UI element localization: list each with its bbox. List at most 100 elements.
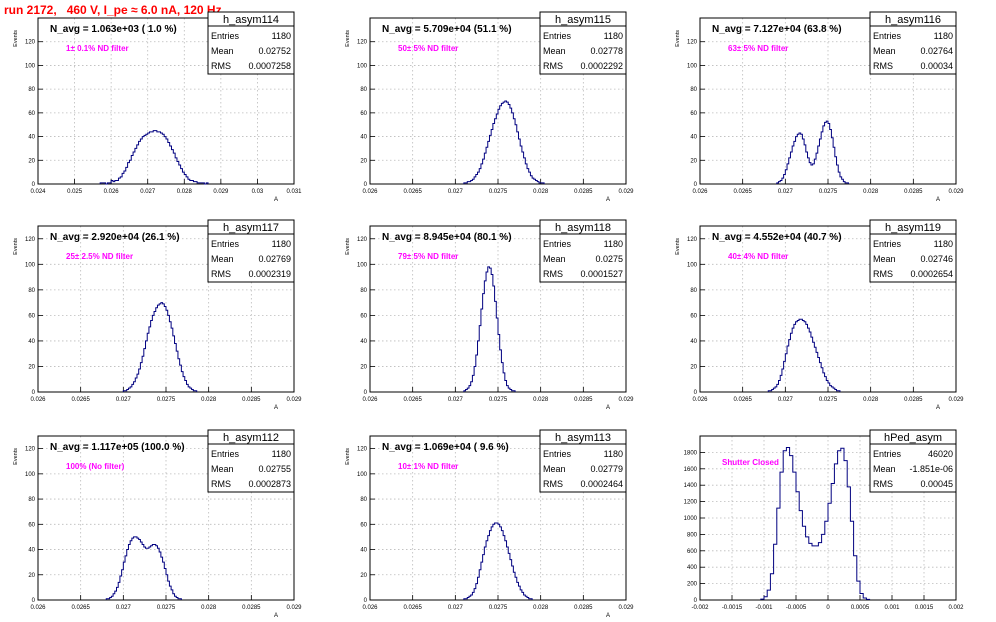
y-tick-label: 0 [694, 182, 698, 188]
x-tick-label: 0.002 [948, 605, 964, 611]
y-tick-label: 0 [694, 390, 698, 396]
y-tick-label: 40 [28, 548, 35, 554]
y-tick-label: 20 [360, 158, 367, 164]
histogram-panel: 0.026 0.0265 0.027 0.0275 0.028 0.0285 0.029 0 2… [345, 219, 634, 411]
stats-label: Entries [873, 239, 902, 249]
y-tick-label: 60 [28, 522, 35, 528]
x-axis-label: A [274, 405, 278, 411]
stats-box: h_asym117 Entries 1180 Mean 0.02769 RMS 0.0002… [207, 219, 295, 283]
histogram-bins [776, 120, 849, 184]
filter-label: 100% (No filter) [66, 462, 125, 471]
stats-box-frame [869, 429, 957, 493]
stats-value: 1180 [604, 449, 623, 459]
stats-box-frame [207, 429, 295, 493]
y-tick-label: 40 [360, 135, 367, 141]
stats-box: h_asym118 Entries 1180 Mean 0.0275 RMS 0.00015… [539, 219, 627, 283]
stats-label: RMS [211, 269, 231, 279]
x-tick-label: 0.028 [863, 397, 879, 403]
y-tick-label: 60 [360, 111, 367, 117]
filter-label: 79± 5% ND filter [398, 252, 458, 261]
stats-value: 0.0275 [595, 254, 623, 264]
x-axis-label: A [606, 197, 610, 203]
x-tick-label: 0.026 [30, 397, 46, 403]
y-tick-label: 120 [687, 237, 698, 243]
stats-label: Entries [543, 449, 572, 459]
x-tick-label: 0.0285 [904, 189, 923, 195]
x-tick-label: 0.024 [30, 189, 46, 195]
x-tick-label: -0.001 [755, 605, 773, 611]
stats-label: RMS [873, 269, 893, 279]
stats-value: 1180 [272, 31, 291, 41]
stats-value: 1180 [272, 239, 291, 249]
x-tick-label: 0.028 [533, 189, 549, 195]
histogram-panel: 0.026 0.0265 0.027 0.0275 0.028 0.0285 0.029 0 2… [675, 11, 964, 203]
y-axis-label: Events [13, 30, 19, 47]
y-tick-label: 20 [360, 364, 367, 370]
stats-value: 0.02769 [258, 254, 291, 264]
y-tick-label: 40 [360, 339, 367, 345]
stats-box: hPed_asym Entries 46020 Mean -1.851e-06 RMS 0.… [869, 429, 957, 493]
stats-value: 1180 [604, 239, 623, 249]
n-avg-label: N_avg = 2.920e+04 (26.1 %) [50, 232, 180, 243]
n-avg-label: N_avg = 4.552e+04 (40.7 %) [712, 232, 842, 243]
y-tick-label: 60 [690, 111, 697, 117]
stats-label: Entries [211, 449, 240, 459]
y-tick-label: 100 [25, 262, 36, 268]
stats-label: RMS [211, 61, 231, 71]
stats-value: 0.02752 [258, 46, 291, 56]
histogram-panel: 0.026 0.0265 0.027 0.0275 0.028 0.0285 0.029 0 2… [13, 429, 302, 619]
stats-label: Entries [543, 31, 572, 41]
y-axis-label: Events [13, 448, 19, 465]
stats-label: Entries [873, 31, 902, 41]
stats-box: h_asym112 Entries 1180 Mean 0.02755 RMS 0.0002… [207, 429, 295, 493]
stats-value: 1180 [934, 31, 953, 41]
stats-label: Mean [543, 464, 566, 474]
stats-label: Entries [873, 449, 902, 459]
y-tick-label: 120 [357, 447, 368, 453]
x-tick-label: 0.0265 [71, 605, 90, 611]
filter-label: 63± 5% ND filter [728, 44, 788, 53]
stats-label: RMS [211, 479, 231, 489]
stats-box-frame [539, 219, 627, 283]
stats-value: 0.0002464 [580, 479, 623, 489]
x-tick-label: 0.027 [140, 189, 156, 195]
stats-value: 0.02778 [590, 46, 623, 56]
x-tick-label: 0.0275 [489, 397, 508, 403]
x-tick-label: 0.0265 [403, 397, 422, 403]
stats-value: 0.0007258 [248, 61, 291, 71]
stats-label: RMS [543, 269, 563, 279]
x-tick-label: 0.026 [362, 189, 378, 195]
stats-value: 1180 [934, 239, 953, 249]
stats-label: Mean [873, 46, 896, 56]
stats-label: Mean [211, 254, 234, 264]
filter-label: 1± 0.1% ND filter [66, 44, 129, 53]
histogram-name: h_asym117 [223, 222, 279, 234]
x-tick-label: 0 [826, 605, 830, 611]
x-tick-label: 0.025 [67, 189, 83, 195]
y-tick-label: 20 [360, 573, 367, 579]
stats-label: Mean [543, 254, 566, 264]
x-tick-label: 0.029 [948, 397, 964, 403]
y-tick-label: 120 [25, 40, 36, 46]
n-avg-label: N_avg = 5.709e+04 (51.1 %) [382, 24, 512, 35]
y-tick-label: 400 [687, 565, 698, 571]
y-tick-label: 100 [687, 262, 698, 268]
x-tick-label: 0.027 [116, 397, 132, 403]
x-tick-label: 0.026 [104, 189, 120, 195]
x-tick-label: 0.029 [618, 605, 634, 611]
histogram-bins [105, 536, 182, 600]
histogram-bins [767, 318, 841, 392]
y-tick-label: 60 [690, 313, 697, 319]
stats-label: Entries [543, 239, 572, 249]
histogram-panel: -0.002 -0.0015 -0.001 -0.0005 0 0.0005 0.001 0.… [684, 429, 964, 611]
histogram-name: h_asym114 [223, 14, 279, 26]
x-tick-label: 0.0275 [157, 605, 176, 611]
x-tick-label: 0.0265 [733, 189, 752, 195]
stats-label: RMS [543, 479, 563, 489]
stats-box-frame [869, 219, 957, 283]
y-tick-label: 80 [360, 288, 367, 294]
x-tick-label: 0.0015 [915, 605, 934, 611]
x-tick-label: 0.026 [692, 189, 708, 195]
y-tick-label: 20 [690, 364, 697, 370]
y-tick-label: 60 [360, 522, 367, 528]
